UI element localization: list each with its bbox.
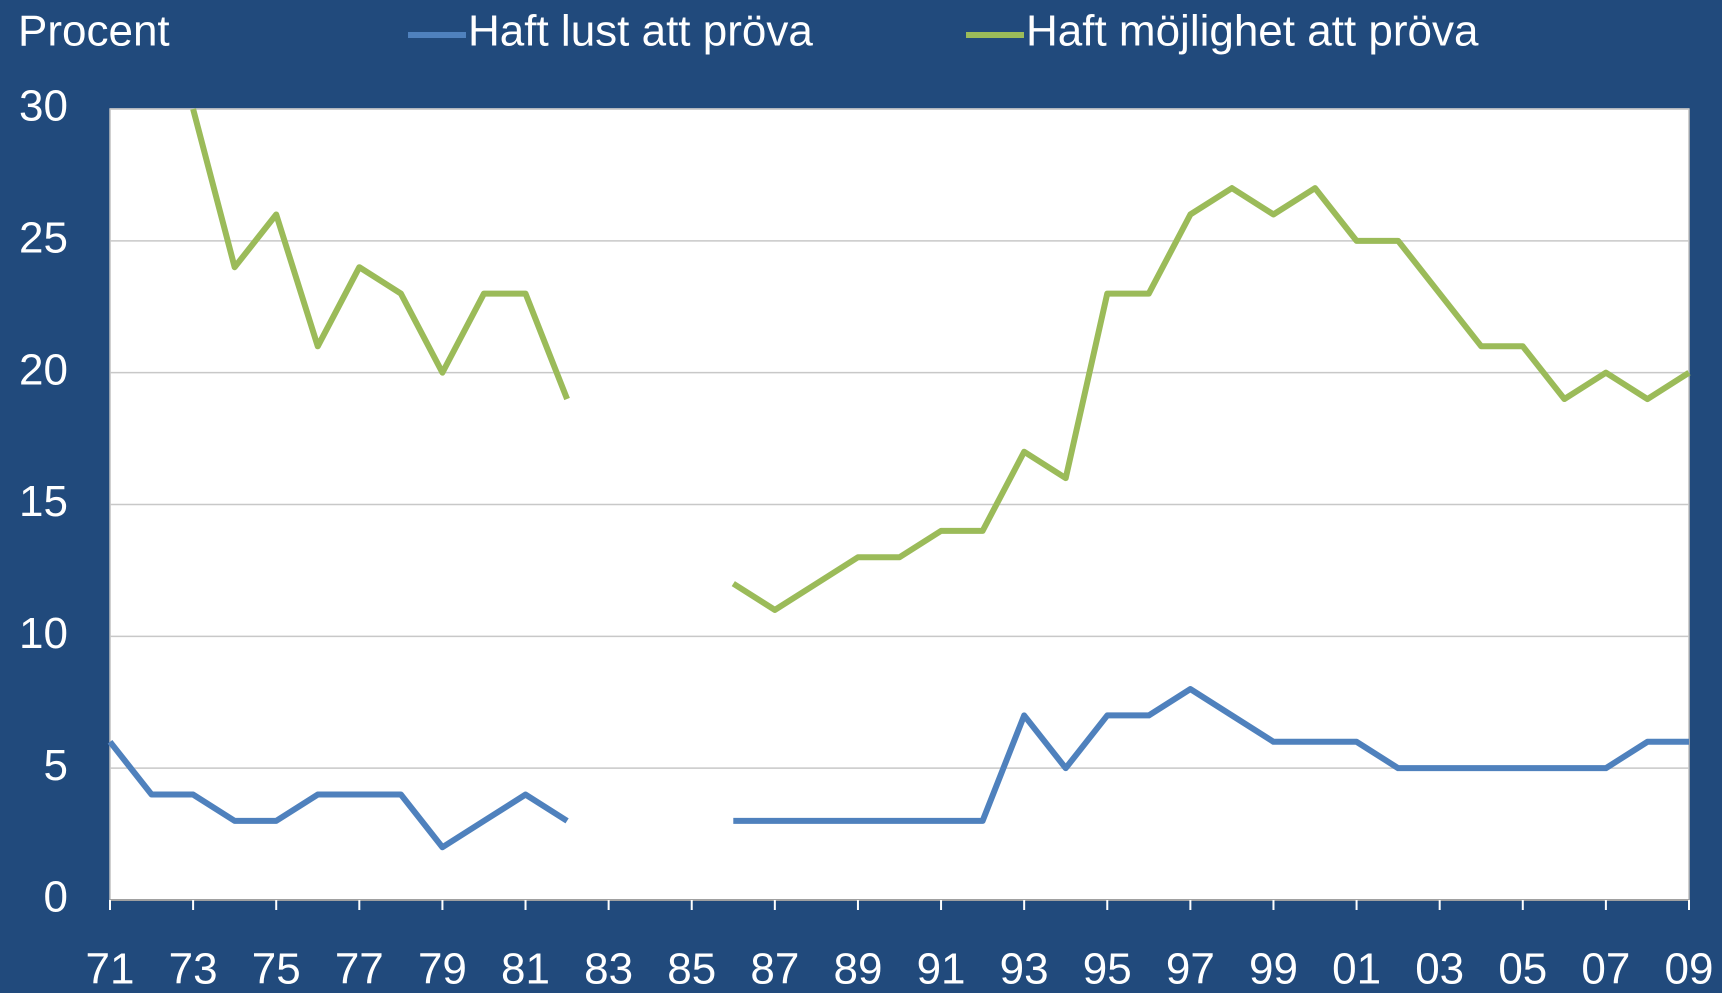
legend-label: Haft lust att pröva — [468, 7, 813, 56]
x-tick-label: 93 — [1000, 945, 1049, 993]
series-line — [107, 686, 1689, 851]
x-tick-label: 71 — [86, 945, 135, 993]
x-tick-label: 87 — [750, 945, 799, 993]
x-tick-label: 03 — [1415, 945, 1464, 993]
y-tick-label: 20 — [19, 345, 68, 394]
y-tick-label: 0 — [44, 873, 68, 922]
y-tick-label: 30 — [19, 82, 68, 131]
y-tick-label: 10 — [19, 609, 68, 658]
legend-label: Haft möjlighet att pröva — [1026, 7, 1479, 56]
x-tick-label: 81 — [501, 945, 550, 993]
x-tick-label: 75 — [252, 945, 301, 993]
x-tick-label: 85 — [667, 945, 716, 993]
y-tick-label: 15 — [19, 477, 68, 526]
y-tick-label: 25 — [19, 213, 68, 262]
y-axis-title: Procent — [18, 7, 170, 56]
x-tick-label: 09 — [1665, 945, 1714, 993]
x-tick-label: 73 — [169, 945, 218, 993]
x-tick-label: 97 — [1166, 945, 1215, 993]
x-tick-label: 05 — [1498, 945, 1547, 993]
y-tick-label: 5 — [44, 741, 68, 790]
x-tick-label: 83 — [584, 945, 633, 993]
x-tick-label: 89 — [833, 945, 882, 993]
x-tick-label: 79 — [418, 945, 467, 993]
x-tick-label: 01 — [1332, 945, 1381, 993]
x-tick-label: 99 — [1249, 945, 1298, 993]
x-tick-label: 95 — [1083, 945, 1132, 993]
x-tick-label: 07 — [1581, 945, 1630, 993]
series-line — [190, 108, 1691, 613]
x-tick-label: 77 — [335, 945, 384, 993]
x-tick-label: 91 — [917, 945, 966, 993]
